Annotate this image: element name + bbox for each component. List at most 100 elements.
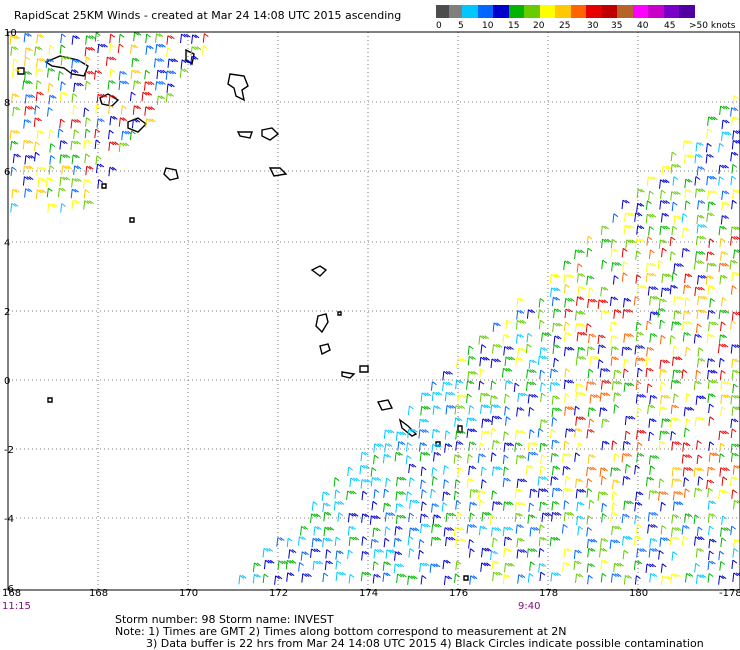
latitude-label: 8 <box>4 98 10 109</box>
wind-barb <box>575 391 586 402</box>
wind-barb <box>635 321 642 332</box>
wind-barb <box>469 489 481 499</box>
wind-barb <box>695 369 701 380</box>
wind-barb <box>503 442 515 452</box>
wind-barb <box>553 335 562 345</box>
wind-barb <box>107 80 116 90</box>
wind-barb <box>719 237 726 248</box>
wind-barb <box>730 443 740 453</box>
wind-barb <box>673 263 684 273</box>
wind-barb <box>610 573 622 583</box>
wind-barb <box>420 501 427 511</box>
wind-barb <box>719 561 726 571</box>
wind-barb <box>418 418 430 429</box>
wind-barb <box>96 118 105 128</box>
wind-barb <box>601 440 610 451</box>
wind-barb <box>118 33 125 44</box>
wind-barb <box>610 512 619 522</box>
wind-barb <box>503 501 514 511</box>
wind-barb <box>730 320 736 330</box>
wind-barb <box>60 203 66 213</box>
wind-barb <box>47 82 54 93</box>
wind-barb <box>694 188 706 198</box>
island-marshall-11 <box>129 217 135 223</box>
wind-barb <box>695 235 707 246</box>
wind-barb <box>622 476 631 486</box>
wind-barb <box>636 225 645 235</box>
wind-barb <box>720 215 729 225</box>
wind-barb <box>574 452 580 462</box>
colorbar-swatch <box>617 5 633 18</box>
wind-barb <box>57 71 64 81</box>
wind-barb <box>732 572 740 582</box>
colorbar-label: 10 <box>482 21 494 31</box>
wind-barb <box>706 262 717 273</box>
wind-barb <box>597 344 606 354</box>
colorbar-label: 5 <box>458 21 464 31</box>
wind-barb <box>467 345 474 355</box>
wind-barb <box>622 535 633 546</box>
wind-barb <box>431 476 438 486</box>
wind-barb <box>334 536 341 547</box>
wind-barb <box>673 310 682 320</box>
island-kiribati-10 <box>457 425 463 433</box>
wind-barb <box>695 395 707 405</box>
wind-barb <box>660 287 672 297</box>
wind-barb <box>683 284 692 295</box>
wind-barb <box>489 395 499 405</box>
wind-barb <box>515 334 525 344</box>
wind-barb <box>130 44 139 54</box>
wind-barb <box>551 296 560 307</box>
island-marshall-9 <box>268 167 288 177</box>
wind-barb <box>574 322 586 333</box>
wind-barb <box>514 442 523 452</box>
wind-barb <box>407 405 414 416</box>
wind-barb <box>492 322 501 332</box>
wind-barb <box>669 251 676 261</box>
wind-barb <box>623 500 634 510</box>
wind-barb <box>262 573 269 584</box>
wind-barb <box>634 501 643 512</box>
wind-barb <box>48 94 57 105</box>
wind-barb <box>478 525 488 536</box>
wind-barb <box>408 548 415 558</box>
wind-barb <box>550 453 559 463</box>
wind-barb <box>10 46 19 56</box>
wind-barb <box>611 380 623 391</box>
wind-barb <box>501 367 513 378</box>
wind-barb <box>129 130 136 140</box>
wind-barb <box>550 476 559 486</box>
wind-barb <box>456 358 467 368</box>
wind-barb <box>190 46 202 56</box>
longitude-label: 178 <box>539 588 558 599</box>
wind-barb <box>575 356 587 366</box>
wind-barb <box>34 46 43 56</box>
wind-barb <box>539 369 545 380</box>
wind-barb <box>118 80 130 91</box>
wind-barb <box>141 91 153 102</box>
wind-barb <box>407 535 414 546</box>
wind-barb <box>420 466 427 476</box>
island-kiribati-1 <box>310 265 328 277</box>
wind-barb <box>610 356 619 366</box>
island-kiribati-3 <box>319 343 331 356</box>
wind-barb <box>238 574 247 585</box>
wind-barb <box>490 358 502 368</box>
wind-barb <box>601 259 607 270</box>
wind-barb <box>83 200 94 210</box>
wind-barb <box>538 319 545 330</box>
wind-barb <box>24 56 30 66</box>
longitude-label: 168 <box>89 588 108 599</box>
wind-barb <box>587 298 598 309</box>
wind-barb <box>529 561 535 571</box>
wind-barb <box>685 392 692 403</box>
wind-barb <box>321 491 330 501</box>
wind-barb <box>540 454 546 464</box>
wind-barb <box>34 151 40 162</box>
wind-barb <box>23 32 32 43</box>
wind-barb <box>623 575 633 585</box>
wind-barb <box>681 454 693 464</box>
wind-barb <box>577 346 586 357</box>
wind-barb <box>313 526 322 536</box>
